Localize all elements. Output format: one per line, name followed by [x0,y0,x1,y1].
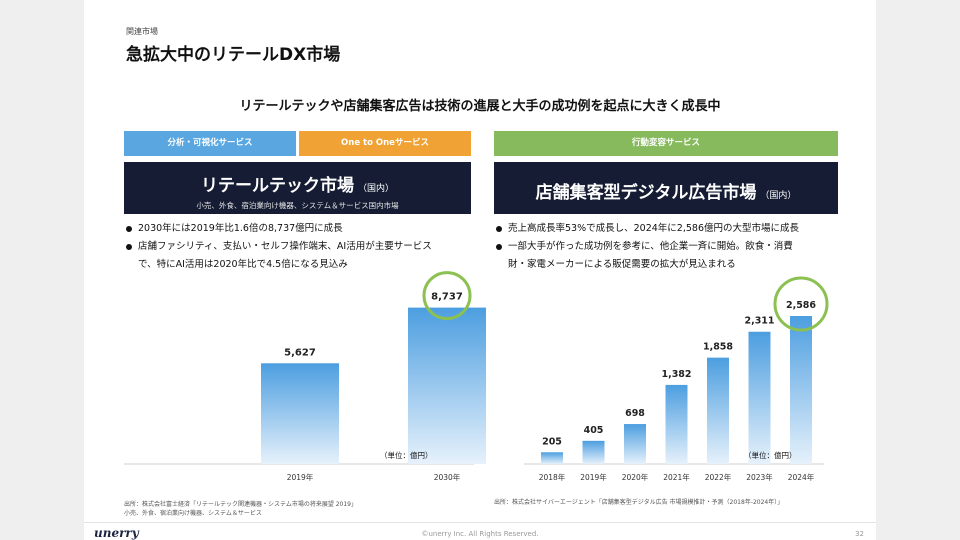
store-ad-market-title: 店舗集客型デジタル広告市場 [535,183,757,203]
retail-tech-market-scope: （国内） [357,184,394,194]
tab-one-to-one: One to Oneサービス [299,131,471,156]
company-logo: unerry [94,526,139,540]
tab-analysis-visualization: 分析・可視化サービス [124,131,296,156]
page-title: 急拡大中のリテールDX市場 [126,45,341,65]
bar-value-label: 1,858 [703,342,733,353]
bullet-continuation: で、特にAI活用は2020年比で4.5倍になる見込み [138,259,348,270]
bar [748,331,771,464]
bullet-dot [126,244,132,250]
category-label: 2023年 [746,472,773,482]
bullet-dot [496,244,502,250]
bar [582,440,605,464]
bullet-dot [496,226,502,232]
category-label: 2030年 [434,472,461,482]
store-ad-unit: （単位：億円） [744,451,797,460]
bullet-continuation: 財・家電メーカーによる販促需要の拡大が見込まれる [508,259,736,270]
page-number: 32 [855,530,864,538]
footer-divider [84,522,876,523]
retail-tech-chart: 5,627 2019年 8,737 2030年 [124,271,486,482]
category-label: 2019年 [287,472,314,482]
highlight-circle [773,276,829,332]
bar [541,452,563,464]
bar-value-label: 1,382 [661,369,691,380]
bullet-item: 2030年には2019年比1.6倍の8,737億円に成長 [124,220,474,238]
category-label: 2020年 [622,472,649,482]
bar [408,307,486,464]
bar-value-label: 405 [584,425,604,436]
copyright: ©unerry Inc. All Rights Reserved. [421,530,539,538]
bar [261,363,339,464]
bar [707,357,729,464]
bullet-dot [126,226,132,232]
category-label: 2018年 [539,472,566,482]
retail-tech-market-title: リテールテック市場 [200,176,354,196]
category-label: 2024年 [788,472,815,482]
slide: 関連市場 急拡大中のリテールDX市場 リテールテックや店舗集客広告は技術の進展と… [84,0,876,540]
bar [790,316,812,464]
section-label: 関連市場 [126,27,158,36]
retail-tech-market-sub: 小売、外食、宿泊業向け機器、システム＆サービス国内市場 [196,201,399,210]
bar [665,384,688,464]
retail-tech-unit: （単位：億円） [380,451,433,460]
bullet-item: 店舗ファシリティ、支払い・セルフ操作端末、AI活用が主要サービス [124,238,474,256]
category-label: 2021年 [663,472,690,482]
store-ad-source: 出所：株式会社サイバーエージェント「店舗集客型デジタル広告 市場規模推計・予測（… [494,499,784,506]
tab-behavior-change: 行動変容サービス [494,131,838,156]
bar [624,424,646,464]
bullet-item: 一部大手が作った成功例を参考に、他企業一斉に開始。飲食・消費 [494,238,844,256]
bar-value-label: 205 [542,436,562,447]
store-ad-market-scope: （国内） [760,191,797,201]
bar-value-label: 698 [625,408,645,419]
bar-value-label: 8,737 [431,292,463,303]
retail-tech-market-box: リテールテック市場 （国内） 小売、外食、宿泊業向け機器、システム＆サービス国内市… [124,162,471,214]
store-ad-chart: 205 2018年 405 2019年 698 2020年 1,382 2021年 1,858 2… [524,276,829,482]
store-ad-market-box: 店舗集客型デジタル広告市場 （国内） [494,162,838,214]
retail-tech-bullets: 2030年には2019年比1.6倍の8,737億円に成長 店舗ファシリティ、支払… [124,220,474,274]
category-label: 2022年 [705,472,732,482]
headline: リテールテックや店舗集客広告は技術の進展と大手の成功例を起点に大きく成長中 [239,99,721,114]
category-label: 2019年 [580,472,607,482]
bar-value-label: 2,311 [744,316,774,327]
bar-value-label: 2,586 [786,300,816,311]
bullet-item: 売上高成長率53%で成長し、2024年に2,586億円の大型市場に成長 [494,220,844,238]
highlight-circle [422,271,472,321]
retail-tech-source: 出所：株式会社富士経済「リテールテック関連機器・システム市場の将来展望 2019… [124,501,357,517]
store-ad-bullets: 売上高成長率53%で成長し、2024年に2,586億円の大型市場に成長 一部大手… [494,220,844,274]
bar-value-label: 5,627 [284,347,316,358]
